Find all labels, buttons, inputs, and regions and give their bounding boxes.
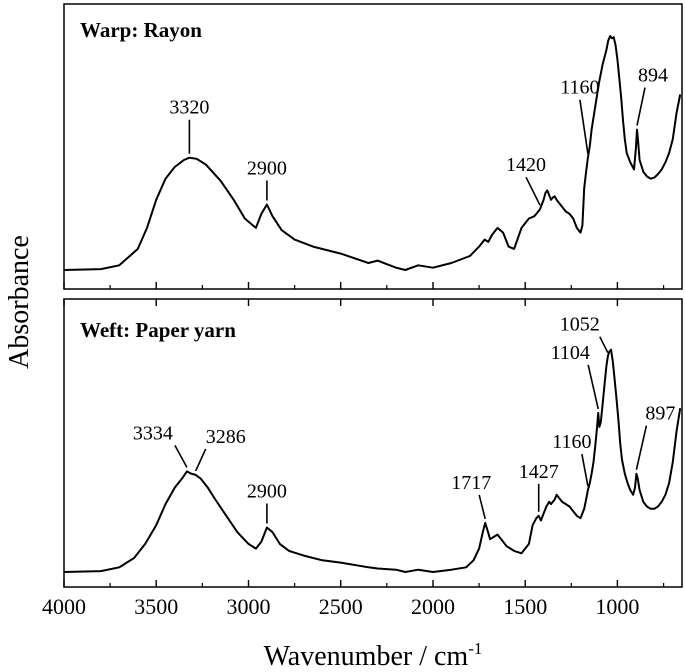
x-tick-label-2000: 2000: [411, 594, 455, 619]
peak-label-1160: 1160: [560, 77, 599, 99]
x-axis-label: Wavenumber / cm-1: [264, 639, 483, 672]
peak-label-1052: 1052: [560, 314, 600, 336]
peak-marker-3286: [194, 448, 207, 472]
x-tick-label-3500: 3500: [134, 594, 178, 619]
x-tick-label-2500: 2500: [319, 594, 363, 619]
x-tick-label-4000: 4000: [42, 594, 86, 619]
peak-marker-894: [636, 87, 646, 126]
peak-marker-1717: [478, 494, 486, 520]
x-axis-label-superscript: -1: [468, 639, 482, 658]
x-tick-layer: 4000 3500 3000 2500 2000 1500 1000: [42, 282, 665, 619]
peak-label-1104: 1104: [551, 342, 590, 364]
y-axis-label: Absorbance: [4, 235, 35, 369]
peak-label-897: 897: [645, 403, 675, 425]
x-axis-label-main: Wavenumber / cm: [264, 641, 469, 672]
x-tick-label-1000: 1000: [595, 594, 639, 619]
peak-marker-1420: [525, 176, 541, 206]
peak-label-1717: 1717: [451, 472, 491, 494]
peak-label-894: 894: [638, 65, 668, 87]
spectra-layer: [63, 35, 682, 573]
spectrum-line-panel-1: [63, 35, 682, 271]
x-tick-label-1500: 1500: [503, 594, 547, 619]
peak-label-3286: 3286: [206, 426, 246, 448]
x-tick-label-3000: 3000: [227, 594, 271, 619]
peak-label-1427: 1427: [519, 461, 559, 483]
peak-marker-3334: [174, 445, 188, 468]
panel-frame-top: [63, 3, 683, 290]
panel-frame-bottom: [63, 298, 683, 588]
peak-label-1420: 1420: [506, 154, 546, 176]
spectrum-line-panel-2: [63, 348, 682, 573]
peak-label-3320: 3320: [169, 97, 209, 119]
peak-label-2900: 2900: [247, 158, 287, 180]
peak-marker-1104: [587, 364, 599, 410]
peak-marker-1160: [579, 99, 589, 154]
peak-label-3334: 3334: [133, 422, 173, 444]
panel-title-bottom: Weft: Paper yarn: [80, 318, 236, 342]
peak-label-1160: 1160: [552, 431, 591, 453]
peak-label-2900: 2900: [247, 481, 287, 503]
annotation-layer: 3320 2900 1420 1160 894 3334 3286 2900 1717 1427 1…: [133, 65, 675, 524]
peak-marker-897: [635, 425, 648, 470]
peak-marker-1052: [599, 336, 609, 354]
peak-marker-1160: [581, 453, 589, 487]
panel-title-top: Warp: Rayon: [80, 18, 202, 42]
